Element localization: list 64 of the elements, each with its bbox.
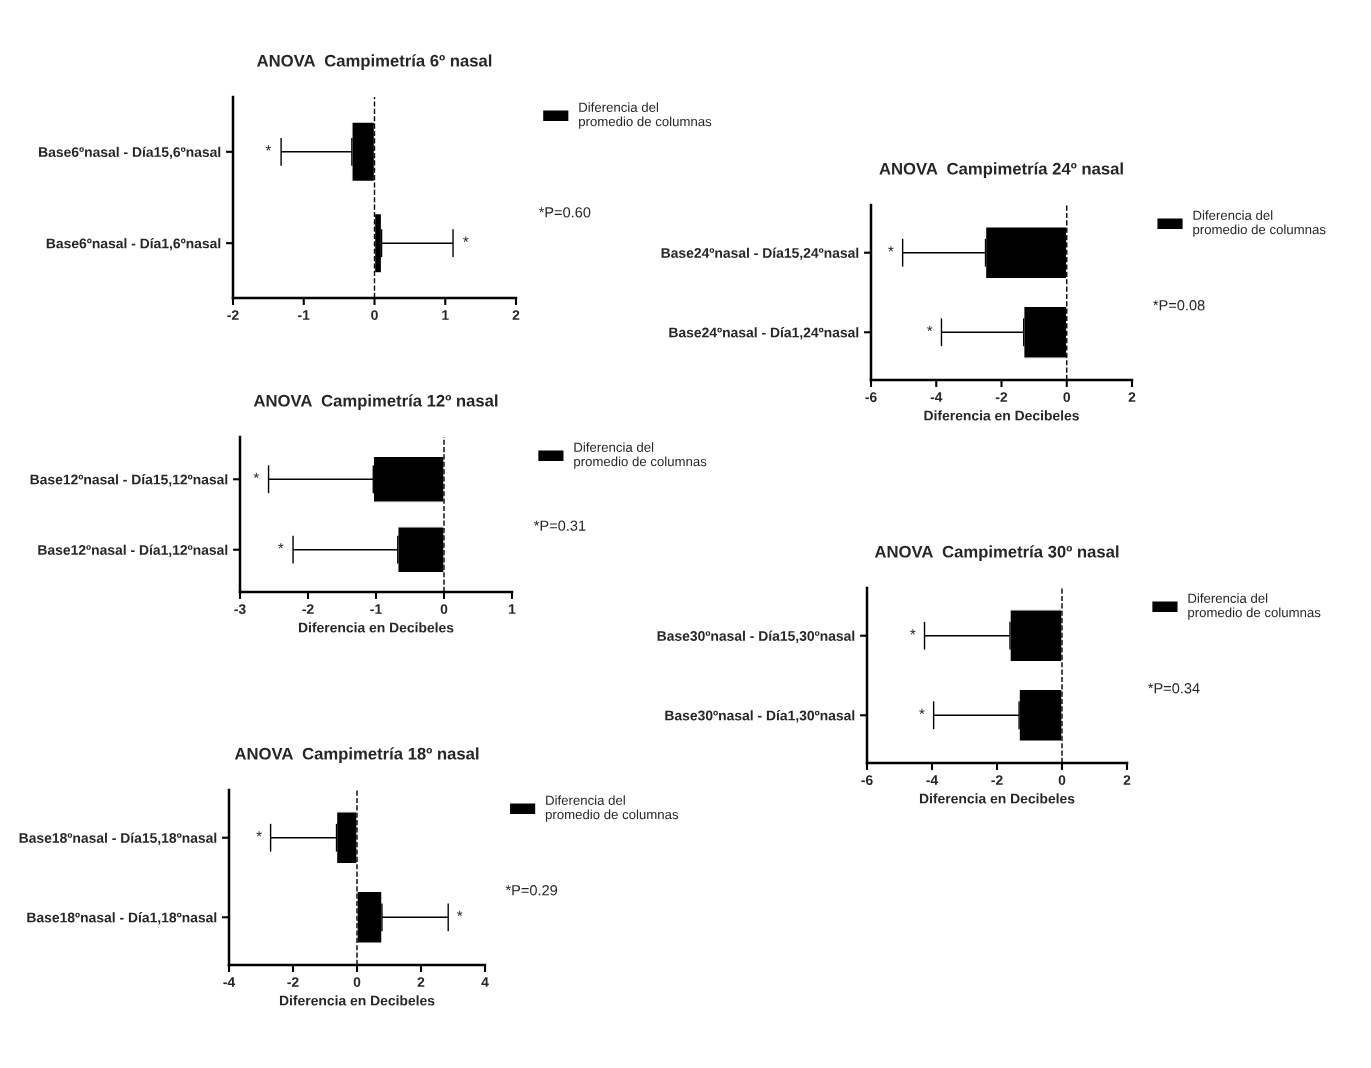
annotation: * [919,708,925,715]
annotation: * [256,831,262,837]
y-tick-label: Base6ºnasal - Día1,6ºnasal [46,238,221,251]
annotation: * [265,145,272,151]
x-tick-label: 2 [512,310,520,320]
chart-title: ANOVA Campimetría 18º nasal [234,747,479,763]
legend-label: Diferencia del promedio de columnas [545,795,679,822]
y-tick-label: Base30ºnasal - Día1,30ºnasal [665,710,855,723]
x-tick-label: -1 [370,604,382,614]
legend-label: Diferencia del promedio de columnas [1193,210,1326,237]
y-tick-label: Base6ºnasal - Día15,6ºnasal [39,146,221,159]
y-tick-label: Base12ºnasal - Día1,12ºnasal [38,544,228,557]
annotation: * [463,236,469,242]
x-tick-label: 1 [509,604,516,614]
x-tick-label: -2 [227,310,239,320]
y-tick-label: Base24ºnasal - Día1,24ºnasal [669,327,859,340]
x-axis-title: Diferencia en Decibeles [924,410,1079,421]
chart-title: ANOVA Campimetría 12º nasal [253,394,498,410]
text: *P=0.31 [533,520,586,531]
x-tick-label: 0 [1063,392,1071,403]
y-tick-label: Base12ºnasal - Día15,12ºnasal [30,474,228,487]
x-tick-label: 0 [440,604,448,615]
x-tick-label: -2 [995,392,1008,402]
x-tick-label: -1 [298,310,310,320]
legend-label: Diferencia del promedio de columnas [574,442,707,469]
text: *P=0.29 [505,885,558,896]
x-tick-label: 0 [371,310,378,321]
x-tick-label: 4 [481,977,489,987]
x-tick-label: 2 [417,977,425,987]
y-tick-label: Base30ºnasal - Día15,30ºnasal [657,630,855,643]
x-tick-label: 2 [1128,392,1136,402]
x-axis-title: Diferencia en Decibeles [919,793,1075,804]
text: *P=0.60 [538,207,591,218]
legend-label: Diferencia del promedio de columnas [579,102,712,129]
annotation: * [888,246,894,252]
x-tick-label: -4 [926,775,939,785]
text: *P=0.34 [1148,683,1200,694]
x-tick-label: 0 [1058,775,1066,786]
annotation: * [910,629,916,635]
legend-label: Diferencia del promedio de columnas [1188,593,1321,620]
y-tick-label: Base18ºnasal - Día1,18ºnasal [27,912,217,925]
x-tick-label: 1 [442,310,449,320]
annotation: * [253,472,260,479]
x-tick-label: -6 [861,775,873,786]
x-axis-title: Diferencia en Decibeles [298,622,454,633]
chart-title: ANOVA Campimetría 6º nasal [257,54,492,70]
x-tick-label: -4 [223,977,236,987]
x-tick-label: -2 [302,604,314,614]
x-tick-label: -3 [234,604,246,615]
annotation: * [278,543,284,549]
x-tick-label: 2 [1123,775,1131,785]
y-tick-label: Base24ºnasal - Día15,24ºnasal [661,247,859,260]
x-tick-label: -2 [991,775,1003,785]
y-tick-label: Base18ºnasal - Día15,18ºnasal [19,832,217,845]
x-tick-label: -4 [930,392,943,402]
x-tick-label: -2 [287,977,299,987]
chart-title: ANOVA Campimetría 30º nasal [874,545,1119,561]
x-tick-label: -6 [865,392,877,403]
text: *P=0.08 [1153,300,1205,311]
annotation: * [927,325,933,332]
chart-title: ANOVA Campimetría 24º nasal [879,162,1123,178]
annotation: * [456,910,463,917]
x-axis-title: Diferencia en Decibeles [279,995,435,1006]
x-tick-label: 0 [353,977,361,988]
